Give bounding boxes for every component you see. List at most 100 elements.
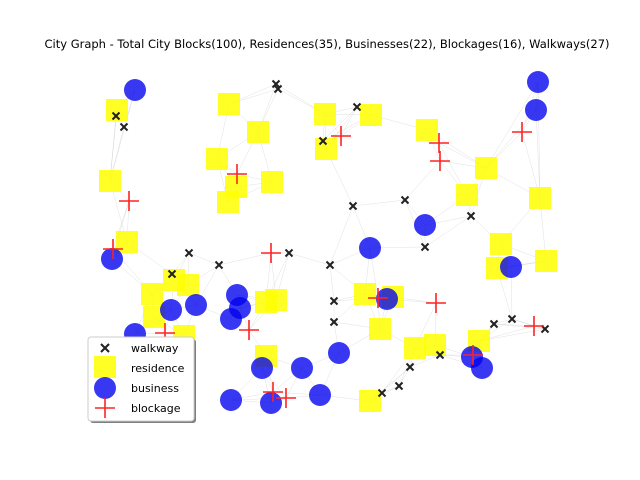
- walkway-marker: [352, 102, 362, 112]
- residence-marker: [529, 187, 551, 209]
- business-marker: [220, 308, 242, 330]
- graph-edge: [288, 252, 331, 266]
- graph-edge: [381, 385, 400, 394]
- graph-edge: [493, 323, 546, 330]
- blockage-marker: [239, 320, 259, 340]
- blockage-marker: [331, 126, 351, 146]
- walkway-marker: [271, 79, 281, 89]
- walkway-marker: [489, 319, 499, 329]
- residence-marker: [116, 231, 138, 253]
- business-marker: [220, 389, 242, 411]
- graph-edge: [485, 81, 539, 169]
- business-marker: [101, 248, 123, 270]
- residence-marker: [416, 119, 438, 141]
- residence-marker: [217, 191, 239, 213]
- walkway-marker: [214, 260, 224, 270]
- residence-marker: [360, 104, 382, 126]
- legend-marker-residence: [94, 356, 116, 378]
- graph-edge: [109, 89, 136, 182]
- graph-edge: [329, 264, 335, 302]
- blockage-marker: [119, 191, 139, 211]
- blockage-marker: [429, 133, 449, 153]
- walkway-marker: [348, 201, 358, 211]
- walkway-marker: [507, 314, 517, 324]
- business-marker: [359, 237, 381, 259]
- graph-edge: [352, 199, 406, 207]
- walkway-marker: [318, 136, 328, 146]
- business-marker: [185, 294, 207, 316]
- residence-marker: [206, 148, 228, 170]
- walkway-marker: [394, 381, 404, 391]
- business-marker: [328, 342, 350, 364]
- residence-marker: [265, 289, 287, 311]
- chart-title: City Graph - Total City Blocks(100), Res…: [45, 37, 610, 51]
- blockage-marker: [368, 288, 388, 308]
- legend-marker-business: [94, 377, 116, 399]
- blockage-marker: [463, 345, 483, 365]
- blockage-marker: [227, 164, 247, 184]
- residence-marker: [218, 93, 240, 115]
- legend-label-residence: residence: [131, 362, 185, 375]
- blockage-marker: [276, 388, 296, 408]
- residence-marker: [456, 184, 478, 206]
- legend-label-blockage: blockage: [131, 402, 181, 415]
- residence-marker: [535, 250, 557, 272]
- walkway-marker: [325, 260, 335, 270]
- graph-edge: [112, 200, 130, 250]
- business-marker: [160, 299, 182, 321]
- graph-edge: [493, 318, 513, 325]
- walkway-marker: [400, 195, 410, 205]
- residence-marker: [177, 274, 199, 296]
- business-marker: [471, 357, 493, 379]
- legend-label-walkway: walkway: [131, 342, 179, 355]
- legend-marker-blockage: [95, 398, 115, 418]
- residence-marker: [359, 390, 381, 412]
- walkway-marker: [466, 211, 476, 221]
- walkway-marker: [284, 248, 294, 258]
- business-marker: [251, 357, 273, 379]
- residence-marker: [354, 283, 376, 305]
- graph-edge: [409, 354, 441, 368]
- residence-marker: [490, 233, 512, 255]
- blockage-marker: [512, 122, 532, 142]
- blockage-marker: [524, 316, 544, 336]
- residence-marker: [143, 306, 165, 328]
- graph-edge: [109, 109, 118, 182]
- residence-marker: [247, 121, 269, 143]
- walkway-marker: [167, 269, 177, 279]
- graph-edge: [340, 106, 358, 137]
- business-marker: [525, 99, 547, 121]
- blockage-marker: [426, 293, 446, 313]
- residence-marker: [99, 170, 121, 192]
- business-marker: [291, 357, 313, 379]
- legend: walkway residence business blockage: [87, 336, 196, 423]
- walkway-marker: [111, 111, 121, 121]
- business-marker: [124, 79, 146, 101]
- business-marker: [414, 214, 436, 236]
- graph-edge: [188, 252, 220, 266]
- walkway-marker: [420, 242, 430, 252]
- blockage-marker: [430, 151, 450, 171]
- graph-edge: [218, 252, 272, 266]
- walkway-marker: [435, 350, 445, 360]
- residence-marker: [106, 99, 128, 121]
- walkway-marker: [273, 84, 283, 94]
- blockage-marker: [261, 243, 281, 263]
- graph-edge: [404, 160, 441, 201]
- walkway-marker: [405, 362, 415, 372]
- business-marker: [260, 392, 282, 414]
- residence-marker: [141, 283, 163, 305]
- residence-marker: [369, 318, 391, 340]
- legend-label-business: business: [131, 382, 179, 395]
- residence-marker: [261, 171, 283, 193]
- business-marker: [376, 288, 398, 310]
- graph-edge: [535, 109, 541, 199]
- residence-marker: [424, 334, 446, 356]
- residence-marker: [314, 103, 336, 125]
- business-marker: [500, 256, 522, 278]
- blockage-marker: [103, 239, 123, 259]
- walkway-marker: [329, 317, 339, 327]
- business-marker: [527, 71, 549, 93]
- graph-edge: [424, 215, 472, 248]
